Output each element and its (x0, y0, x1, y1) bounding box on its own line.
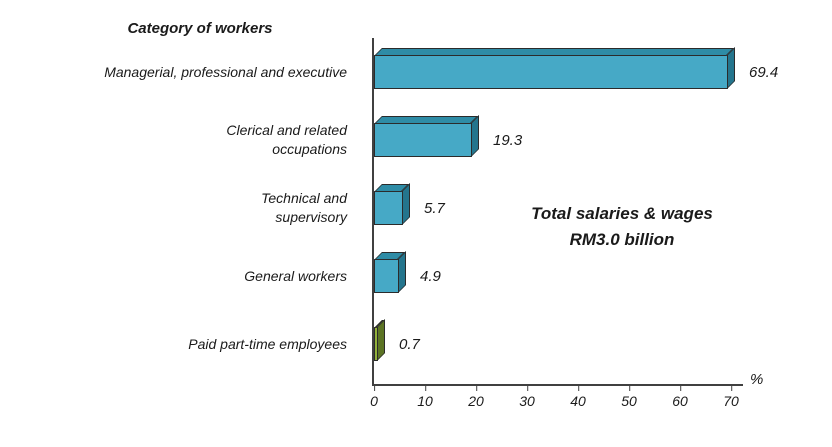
x-tick-20: 20 (468, 384, 484, 409)
bar-value: 4.9 (420, 267, 441, 285)
x-tick-30: 30 (519, 384, 535, 409)
bar-technical (374, 183, 410, 225)
bar-top-face (374, 116, 478, 124)
bar-managerial (374, 47, 735, 89)
bar-side-face (471, 115, 479, 157)
bar-value: 5.7 (424, 199, 445, 217)
bar-parttime (374, 319, 385, 361)
x-axis-line (372, 384, 743, 386)
bar-value: 69.4 (749, 63, 779, 81)
bar-row: 5.7 (374, 183, 445, 225)
x-axis-unit-label: % (750, 371, 764, 388)
category-label-general: General workers (244, 267, 347, 284)
y-axis-line (372, 38, 374, 385)
bar-top-face (374, 48, 734, 56)
bar-side-face (402, 183, 410, 225)
bar-row: 69.4 (374, 47, 779, 89)
bar-row: 19.3 (374, 115, 523, 157)
bar-value: 0.7 (399, 335, 420, 353)
x-tick-70: 70 (723, 384, 739, 409)
x-tick-60: 60 (672, 384, 688, 409)
bar-side-face (727, 47, 735, 89)
bar-general (374, 251, 406, 293)
bar-row: 0.7 (374, 319, 420, 361)
x-tick-0: 0 (370, 384, 378, 409)
category-label-clerical: Clerical and related occupations (226, 122, 347, 157)
total-annotation: Total salaries & wages RM3.0 billion (482, 201, 762, 254)
total-annotation-line2: RM3.0 billion (569, 230, 675, 250)
total-annotation-line1: Total salaries & wages (531, 204, 713, 223)
category-label-managerial: Managerial, professional and executive (104, 63, 347, 80)
bar-value: 19.3 (493, 131, 523, 149)
category-label-parttime: Paid part-time employees (188, 335, 347, 352)
x-tick-10: 10 (417, 384, 433, 409)
bar-clerical (374, 115, 479, 157)
category-label-technical: Technical and supervisory (261, 190, 347, 225)
bar-side-face (398, 251, 406, 293)
bar-side-face (377, 319, 385, 361)
x-tick-50: 50 (621, 384, 637, 409)
bar-row: 4.9 (374, 251, 441, 293)
x-tick-40: 40 (570, 384, 586, 409)
chart-title: Category of workers (127, 20, 273, 37)
